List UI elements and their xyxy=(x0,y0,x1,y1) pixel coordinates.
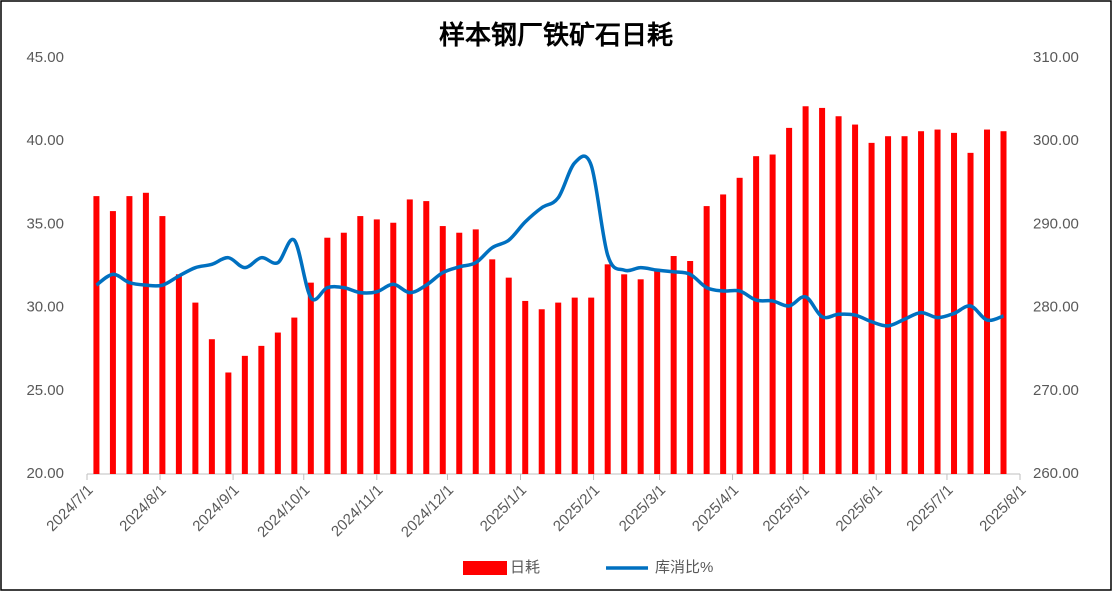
bar xyxy=(423,201,430,474)
bar xyxy=(159,216,166,474)
bar xyxy=(208,339,215,474)
bar xyxy=(472,229,479,474)
bar xyxy=(142,192,149,474)
bar xyxy=(802,106,809,475)
bar xyxy=(439,226,446,474)
y-tick-label: 30.00 xyxy=(26,299,64,316)
bar xyxy=(126,196,133,474)
bar xyxy=(703,206,710,474)
bar xyxy=(241,355,248,474)
bar xyxy=(654,270,661,474)
bar xyxy=(786,127,793,474)
bar xyxy=(918,131,925,474)
bar xyxy=(852,124,859,474)
legend-label: 日耗 xyxy=(510,559,540,576)
bar xyxy=(109,211,116,474)
bar xyxy=(835,116,842,475)
legend-swatch xyxy=(463,561,507,575)
bar xyxy=(670,256,677,474)
y2-tick-label: 260.00 xyxy=(1033,465,1079,482)
bar xyxy=(753,156,760,474)
bar xyxy=(324,237,331,474)
bar xyxy=(571,297,578,474)
bar xyxy=(340,232,347,474)
bar xyxy=(687,261,694,474)
y-tick-label: 35.00 xyxy=(26,215,64,232)
y-tick-label: 40.00 xyxy=(26,132,64,149)
bar xyxy=(357,216,364,474)
bar xyxy=(505,277,512,474)
bar xyxy=(93,196,100,474)
y-tick-label: 20.00 xyxy=(26,465,64,482)
y2-tick-label: 290.00 xyxy=(1033,215,1079,232)
bar xyxy=(258,345,265,474)
bar xyxy=(307,282,314,474)
bar xyxy=(769,154,776,474)
y2-tick-label: 310.00 xyxy=(1033,49,1079,66)
bar xyxy=(934,129,941,474)
bar xyxy=(555,302,562,474)
bar xyxy=(621,274,628,474)
y-tick-label: 25.00 xyxy=(26,382,64,399)
bar xyxy=(538,309,545,474)
bar xyxy=(373,219,380,474)
bar xyxy=(390,222,397,474)
bar xyxy=(720,194,727,474)
bar xyxy=(984,129,991,474)
bar xyxy=(192,302,199,474)
bar xyxy=(291,317,298,474)
bar xyxy=(819,107,826,475)
bar xyxy=(175,274,182,474)
bar xyxy=(637,279,644,474)
bar xyxy=(456,232,463,474)
bar xyxy=(885,136,892,474)
legend-label: 库消比% xyxy=(655,559,713,576)
bar xyxy=(901,136,908,474)
bar xyxy=(967,152,974,474)
y2-tick-label: 270.00 xyxy=(1033,382,1079,399)
line xyxy=(95,154,1005,328)
chart-title: 样本钢厂铁矿石日耗 xyxy=(439,20,673,51)
bar xyxy=(522,300,529,474)
bar xyxy=(868,142,875,474)
bar xyxy=(1000,131,1007,474)
y2-tick-label: 280.00 xyxy=(1033,299,1079,316)
bar xyxy=(951,132,958,474)
bar xyxy=(225,372,232,474)
bar xyxy=(736,177,743,475)
bar xyxy=(489,259,496,474)
bar xyxy=(588,297,595,474)
bar xyxy=(406,199,413,474)
bar xyxy=(604,264,611,474)
y2-tick-label: 300.00 xyxy=(1033,132,1079,149)
y-tick-label: 45.00 xyxy=(26,49,64,66)
bar xyxy=(274,332,281,474)
